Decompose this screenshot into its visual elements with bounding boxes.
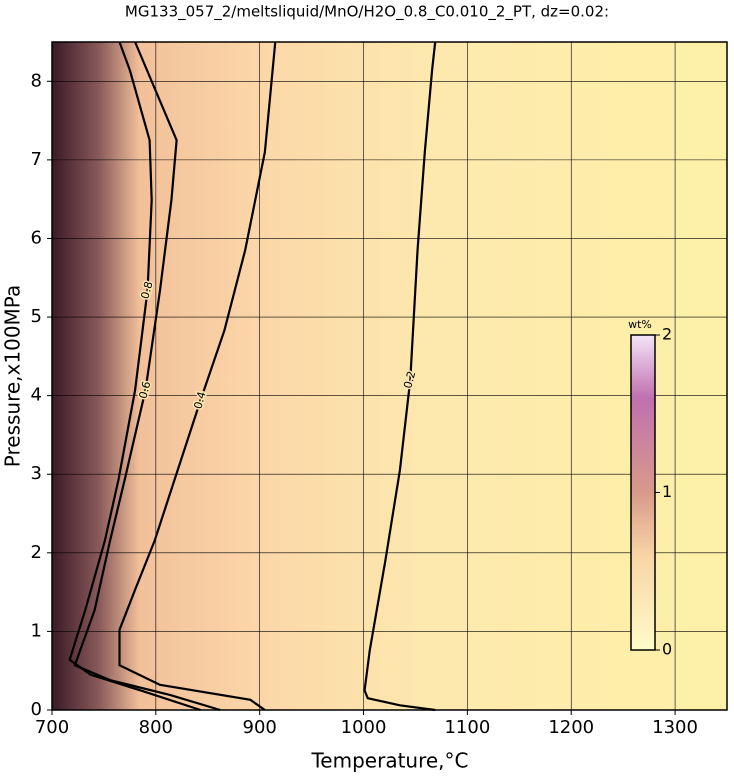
contour-label: 0.2 bbox=[401, 370, 418, 390]
colorbar-tick-label: 2 bbox=[662, 325, 672, 344]
contour-line bbox=[363, 41, 437, 712]
y-tick-label: 4 bbox=[31, 385, 42, 406]
x-tick-label: 1300 bbox=[652, 717, 698, 738]
contour-label: 0.4 bbox=[191, 390, 208, 410]
colorbar bbox=[630, 334, 656, 651]
y-tick-label: 8 bbox=[31, 70, 42, 91]
colorbar-label: wt% bbox=[628, 318, 652, 331]
x-tick-label: 1000 bbox=[341, 717, 387, 738]
contours: 0.2 0.4 0.6 0.8 bbox=[68, 41, 437, 712]
y-tick-label: 5 bbox=[31, 306, 42, 327]
x-tick-label: 900 bbox=[243, 717, 277, 738]
contour-label: 0.8 bbox=[139, 280, 156, 300]
contour-line bbox=[68, 41, 201, 712]
grid bbox=[51, 42, 727, 711]
x-axis-label: Temperature,°C bbox=[310, 749, 468, 773]
x-tick-label: 1200 bbox=[548, 717, 594, 738]
contour-label: 0.6 bbox=[136, 380, 153, 400]
colorbar-tick-label: 0 bbox=[662, 640, 672, 659]
y-axis-label: Pressure,x100MPa bbox=[1, 285, 25, 467]
x-tick-label: 1100 bbox=[444, 717, 490, 738]
colorbar-tick-label: 1 bbox=[662, 482, 672, 501]
y-tick-label: 0 bbox=[31, 699, 42, 720]
frame bbox=[51, 41, 728, 711]
chart-title: MG133_057_2/meltsliquid/MnO/H2O_0.8_C0.0… bbox=[125, 3, 609, 22]
y-tick-label: 7 bbox=[31, 149, 42, 170]
plot-area bbox=[52, 42, 727, 710]
y-tick-label: 2 bbox=[31, 542, 42, 563]
x-tick-label: 800 bbox=[139, 717, 173, 738]
y-tick-label: 1 bbox=[31, 620, 42, 641]
contour-line bbox=[118, 41, 277, 711]
x-tick-label: 700 bbox=[35, 717, 69, 738]
y-tick-label: 6 bbox=[31, 227, 42, 248]
y-tick-label: 3 bbox=[31, 463, 42, 484]
contour-line bbox=[73, 41, 221, 712]
